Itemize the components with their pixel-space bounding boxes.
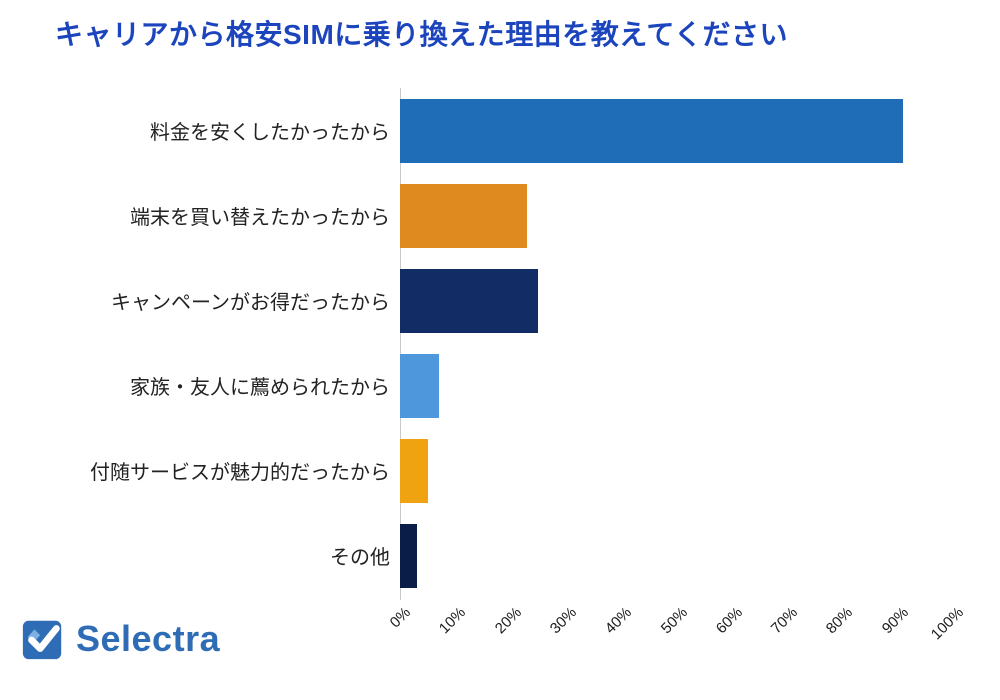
chart-row: 家族・友人に薦められたから [0,343,953,428]
bar [400,98,904,163]
chart-rows: 料金を安くしたかったから端末を買い替えたかったからキャンペーンがお得だったから家… [0,88,953,598]
category-label: 端末を買い替えたかったから [130,207,390,229]
bar [400,353,439,418]
category-label: キャンペーンがお得だったから [111,292,390,314]
chart-row: その他 [0,513,953,598]
x-tick-label: 30% [546,604,580,638]
x-tick-label: 80% [823,604,857,638]
x-tick-label: 40% [601,604,636,638]
bar-area [400,428,953,513]
chart-title: キャリアから格安SIMに乗り換えた理由を教えてください [55,19,789,50]
bar-area [400,173,953,258]
x-tick-label: 70% [767,604,802,638]
chart-row: 料金を安くしたかったから [0,88,953,173]
selectra-logo: Selectra [20,616,220,662]
chart-row: 端末を買い替えたかったから [0,173,953,258]
y-axis-line [400,88,401,600]
x-tick-label: 20% [491,604,525,638]
bar-area [400,343,953,428]
logo-text: Selectra [76,618,221,659]
x-tick-label: 0% [386,604,415,632]
category-label: 料金を安くしたかったから [150,122,390,144]
bar-area [400,513,953,598]
x-tick-label: 50% [657,604,691,638]
bar [400,183,528,248]
chart-row: 付随サービスが魅力的だったから [0,428,953,513]
bar [400,438,428,503]
x-tick-label: 90% [878,604,912,638]
category-label: その他 [330,547,390,569]
x-tick-label: 10% [436,604,470,638]
x-tick-label: 60% [712,604,746,638]
category-label: 家族・友人に薦められたから [130,377,390,399]
chart-row: キャンペーンがお得だったから [0,258,953,343]
bar [400,523,417,588]
bar-area [400,258,953,343]
bar-area [400,88,953,173]
category-label: 付随サービスが魅力的だったから [90,462,390,484]
bar [400,268,539,333]
selectra-check-icon [22,620,62,660]
x-tick-label: 100% [927,604,968,644]
